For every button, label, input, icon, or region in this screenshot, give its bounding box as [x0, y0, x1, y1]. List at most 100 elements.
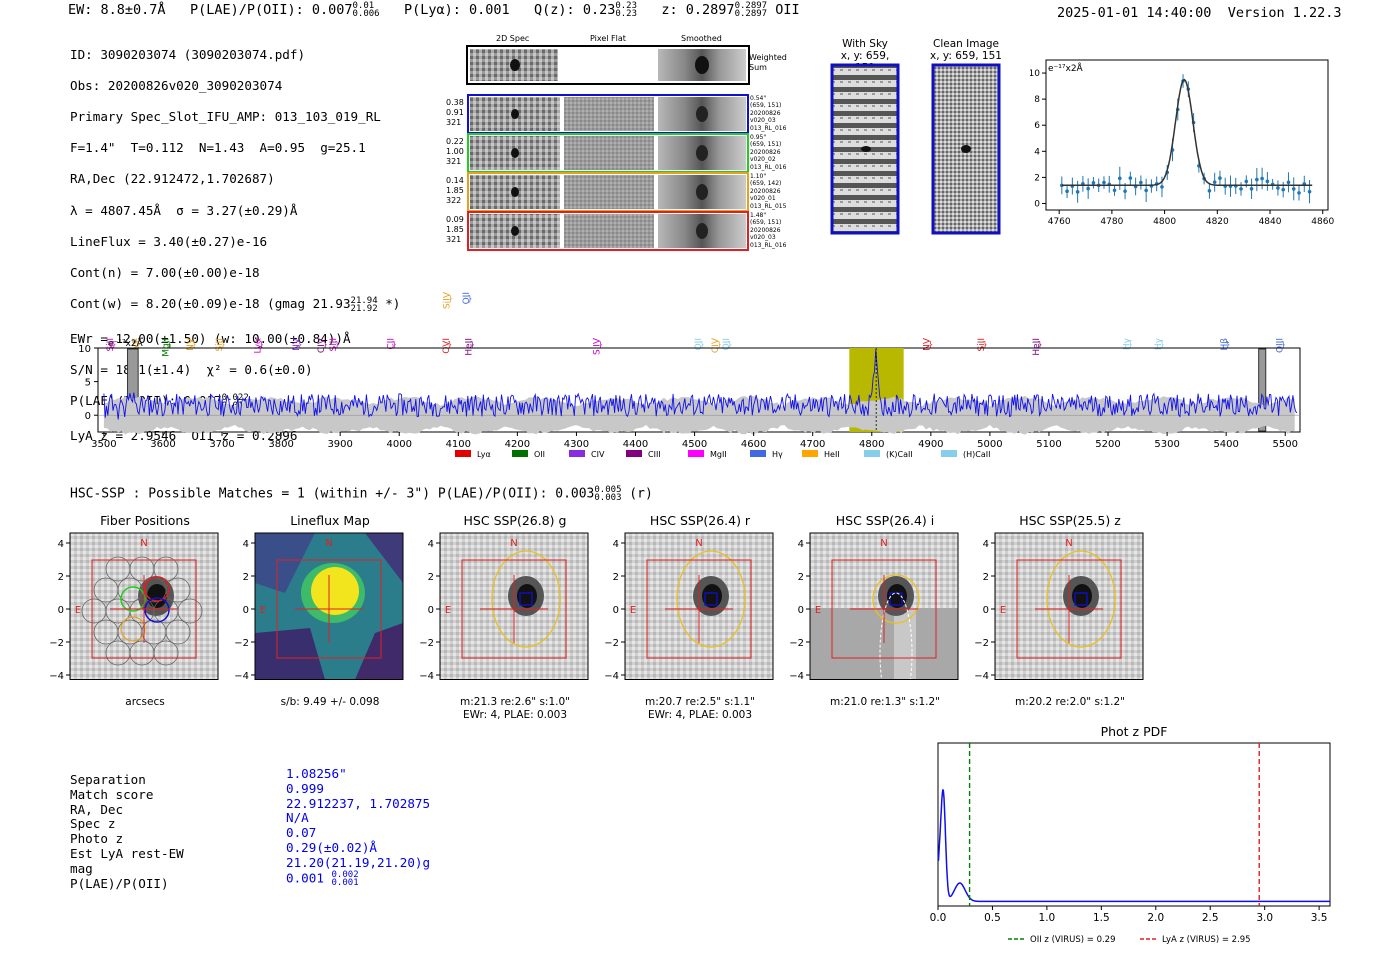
hsc-plae-hi: 0.005 [594, 485, 622, 495]
cutout-stat: 322 [446, 196, 462, 205]
hsc-panel-frame [69, 532, 219, 680]
hsc-match-box [889, 592, 903, 606]
header-version: Version 1.22.3 [1227, 5, 1342, 21]
cutout-stat: 0.38 [446, 98, 464, 107]
match-label-mag: mag [70, 860, 93, 876]
match-value-ew: 0.29(±0.02)Å [286, 839, 377, 855]
fit-y-tick-label: 8 [1034, 95, 1040, 105]
cutout-meta-line: 013_RL_016 [750, 241, 787, 249]
match-value-plae-row: 0.001 0.002 0.001 [286, 870, 430, 887]
spectrum-line-bracket: } [598, 340, 603, 349]
hsc-y-tick-label: 4 [58, 539, 64, 550]
info-radec: RA,Dec (22.912472,1.702687) [70, 171, 275, 187]
hsc-filter: (r) [621, 486, 653, 502]
fit-model-curve [1061, 78, 1313, 186]
header-plae: P(LAE)/P(OII): 0.007 [189, 2, 353, 18]
cutout-row-stats: 0.22 1.00 321 [446, 137, 464, 167]
fit-data-point [1144, 188, 1148, 193]
fit-data-point [1249, 187, 1254, 191]
spectrum-line-label: SiII [215, 338, 225, 352]
spectrum-line-bracket: } [323, 340, 328, 349]
hsc-caption-line: m:20.2 re:2.0" s:1.2" [1015, 696, 1125, 708]
spectrum-line-bracket: } [447, 340, 452, 349]
photz-x-tick-label: 2.5 [1202, 912, 1219, 924]
spectrum-line-label: OII [694, 338, 704, 350]
header-qz: Q(z): 0.23 [534, 2, 616, 18]
fit-data-point [1160, 185, 1164, 189]
hsc-panel-caption: m:21.3 re:2.6" s:1.0" EWr: 4, PLAE: 0.003 [430, 696, 600, 722]
fit-data-point [1128, 176, 1133, 180]
match-value-photoz: 0.07 [286, 825, 317, 841]
hsc-panel-caption: m:21.0 re:1.3" s:1.2" [800, 696, 970, 709]
hsc-y-tick-label: 2 [613, 572, 619, 583]
spectrum-legend-swatch [941, 450, 957, 457]
cutout-meta-line: v020_03 [750, 234, 776, 242]
header-summary: EW: 8.8±0.7Å P(LAE)/P(OII): 0.007 0.01 0.0… [68, 2, 800, 19]
fit-data-point [1139, 180, 1143, 185]
hsc-y-tick-label: −2 [50, 638, 64, 649]
hsc-y-tick-label: 2 [428, 572, 434, 583]
col-2d-spec: 2D Spec [496, 34, 530, 43]
spectrum-line-bracket: } [192, 340, 197, 349]
spectrum-x-tick-label: 4400 [623, 439, 648, 450]
spectrum-line-label: NV [292, 337, 302, 351]
info-plae-hi: 0.022 [221, 392, 249, 403]
spectrum-legend-label: Lyα [477, 450, 491, 459]
full-spectrum-plot: SiII} Lyα} MgII} NV} SiII} Lyα} NV} CIV} SiII} CI… [78, 291, 1301, 459]
hsc-match-box [519, 592, 533, 606]
match-label-plae: P(LAE)/P(OII) [70, 875, 169, 891]
fit-x-tick-label: 4800 [1153, 217, 1176, 227]
hsc-y-tick-label: −2 [605, 638, 619, 649]
header-z-line: OII [775, 2, 800, 18]
hsc-title-text: HSC-SSP : Possible Matches = 1 (within +… [70, 486, 595, 502]
spectrum-line-bracket: } [297, 340, 302, 349]
spectrum-line-label: HeII [1032, 338, 1042, 356]
cutout-stat: 0.22 [446, 137, 464, 146]
spectrum-line-bracket: } [1037, 340, 1042, 349]
cutout-row-meta: 1.48" (659, 151) 20200826 v020_03 013_RL_016 [750, 212, 786, 249]
spectrum-line-label: MgII [161, 338, 171, 357]
fit-data-point [1112, 188, 1117, 193]
spectrum-line-bracket: } [167, 340, 172, 349]
fiber-circle [165, 577, 191, 603]
spectrum-y-tick-label: 0 [85, 411, 91, 422]
cutout-row [467, 172, 749, 212]
line-fit-plot: e⁻¹⁷x2Å 4760 4780 4800 4820 4840 4860 0 2 4 6 8 10 [1030, 59, 1334, 227]
spectrum-legend-label: CIII [648, 450, 661, 459]
lineflux-low-region [355, 623, 403, 680]
cutout-meta-line: 1.48" [750, 212, 767, 219]
hsc-east-label: E [75, 605, 81, 616]
spectrum-x-tick-label: 4300 [564, 439, 589, 450]
cutout-meta-line: 013_RL_016 [750, 124, 787, 132]
match-value-mag: 21.20(21.19,21.20)g [286, 854, 431, 870]
spectrum-frame [97, 347, 1301, 433]
spectrum-line-label: OIII [1275, 338, 1285, 353]
cutout-smoothed-source [696, 223, 708, 239]
fit-data-point [1218, 176, 1222, 180]
cutout-meta-line: 20200826 [750, 109, 781, 117]
header-datetime: 2025-01-01 14:40:00 [1057, 5, 1212, 21]
fiber-circle [177, 598, 203, 624]
fit-y-tick-label: 2 [1034, 173, 1040, 183]
hsc-y-tick-label: 0 [243, 605, 249, 616]
fit-data-point [1102, 180, 1106, 185]
fiber-highlight [120, 586, 146, 612]
fit-x-tick-label: 4840 [1259, 217, 1282, 227]
fit-data-point [1091, 180, 1096, 185]
fit-data-point [1207, 189, 1212, 193]
cutout-meta-line: 013_RL_015 [750, 202, 787, 210]
hsc-caption-line: s/b: 9.49 +/- 0.098 [280, 696, 380, 708]
spectrum-y-tick-label: 10 [78, 344, 91, 355]
cutout-meta-line: 20200826 [750, 226, 781, 234]
spectrum-x-tick-label: 5300 [1154, 439, 1179, 450]
photz-plot: 0.0 0.5 1.0 1.5 2.0 2.5 3.0 3.5 OII z (VIRUS) = … [930, 742, 1331, 945]
spectrum-legend-label: OII [534, 450, 545, 459]
hsc-y-tick-label: 4 [983, 539, 989, 550]
photz-legend-oii: OII z (VIRUS) = 0.29 [1030, 935, 1116, 945]
spectrum-y-tick-label: 5 [85, 378, 91, 389]
cutout-stat: 0.09 [446, 215, 464, 224]
hsc-plae-lo: 0.003 [594, 493, 622, 503]
cutout-stat: 1.85 [446, 186, 464, 195]
cutout-meta-line: 1.10" [750, 173, 767, 180]
lineflux-low-region [255, 533, 315, 593]
